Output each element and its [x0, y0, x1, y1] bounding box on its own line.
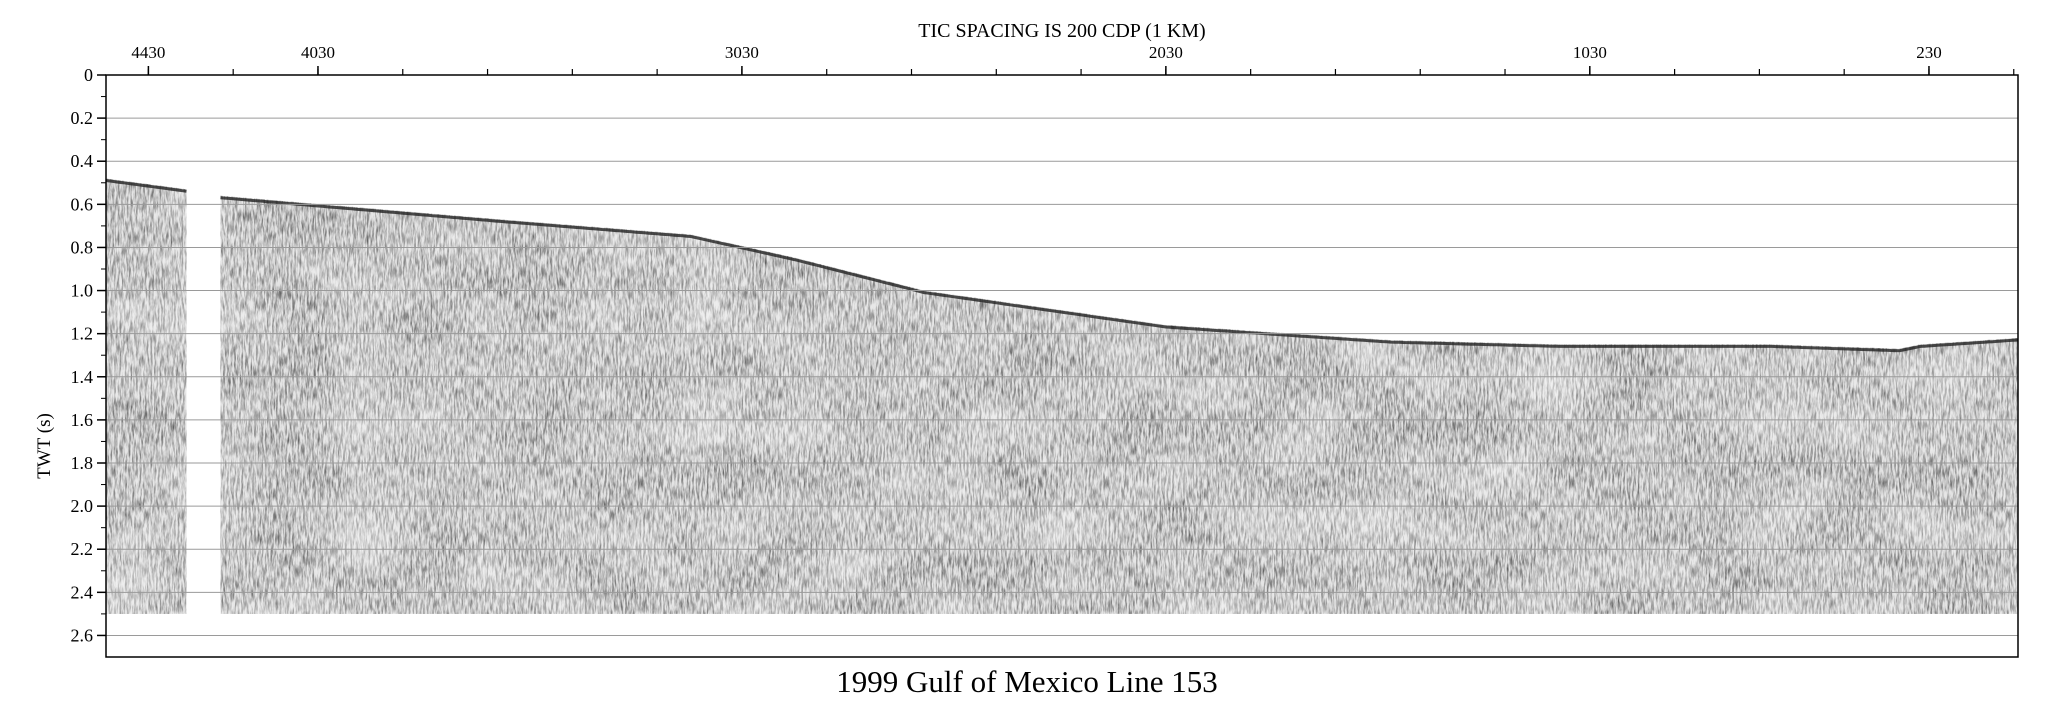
- y-tick-label: 1.6: [71, 410, 94, 430]
- y-axis-label: TWT (s): [34, 413, 55, 479]
- seafloor-reflector-1: [105, 179, 187, 193]
- seismic-panel-texture-2: [220, 195, 2018, 614]
- y-tick-label: 2.6: [71, 625, 94, 645]
- x-tick-label: 2030: [1149, 43, 1183, 62]
- x-axis: 4430 4030 3030 2030 1030 230: [131, 43, 2015, 75]
- seafloor-reflector-2: [220, 196, 2019, 353]
- y-tick-label: 2.0: [71, 496, 94, 516]
- y-tick-label: 1.2: [71, 324, 94, 344]
- y-tick-label: 0.6: [71, 194, 94, 214]
- grid-lines: [106, 117, 2018, 636]
- x-tick-label: 3030: [725, 43, 759, 62]
- y-tick-label: 0: [84, 65, 93, 85]
- y-tick-label: 2.4: [71, 582, 94, 602]
- chart-title: TIC SPACING IS 200 CDP (1 KM): [918, 20, 1205, 42]
- y-tick-label: 1.8: [71, 453, 94, 473]
- seismic-data-layer: [105, 178, 2019, 614]
- y-tick-label: 0.4: [71, 151, 94, 171]
- seismic-panel-texture-1: [106, 178, 187, 614]
- y-tick-label: 0.8: [71, 237, 94, 257]
- figure-caption: 1999 Gulf of Mexico Line 153: [836, 664, 1218, 699]
- x-tick-label: 1030: [1573, 43, 1607, 62]
- x-tick-label: 230: [1916, 43, 1942, 62]
- y-tick-label: 0.2: [71, 108, 94, 128]
- y-axis: 0 0.2 0.4 0.6 0.8 1.0 1.2 1.4 1.6 1.8 2.0 2.2 2.4 2.6: [71, 65, 106, 645]
- y-tick-label: 1.0: [71, 281, 94, 301]
- x-tick-label: 4430: [131, 43, 165, 62]
- y-tick-label: 1.4: [71, 367, 94, 387]
- plot-frame: [105, 74, 2019, 658]
- y-tick-label: 2.2: [71, 539, 94, 559]
- x-tick-label: 4030: [301, 43, 335, 62]
